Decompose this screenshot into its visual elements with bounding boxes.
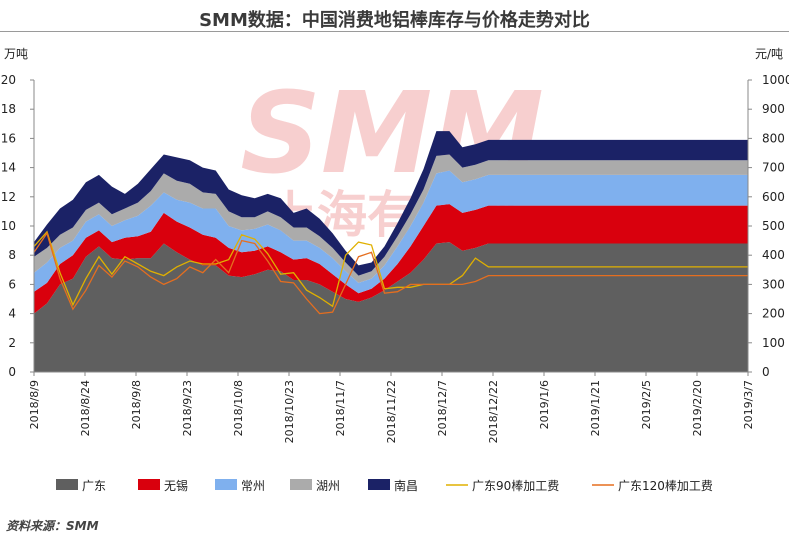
x-tick-label: 2018/10/23 xyxy=(283,380,296,443)
y-right-tick-label: 0 xyxy=(762,365,770,379)
area-series-4 xyxy=(34,131,748,276)
x-tick-label: 2018/12/22 xyxy=(487,380,500,443)
y-left-tick-label: 12 xyxy=(1,190,16,204)
x-tick-label: 2019/1/21 xyxy=(589,380,602,436)
legend-label-4: 南昌 xyxy=(394,478,418,493)
line-series-0 xyxy=(33,230,748,308)
y-left-tick-label: 2 xyxy=(8,336,16,350)
y-right-tick-label: 200 xyxy=(762,307,785,321)
y-axis-left-label: 万吨 xyxy=(4,47,28,61)
x-tick-label: 2018/11/22 xyxy=(385,380,398,443)
y-left-tick-label: 20 xyxy=(1,73,16,87)
y-left-tick-label: 10 xyxy=(1,219,16,233)
y-left-tick-label: 0 xyxy=(8,365,16,379)
x-tick-label: 2019/1/6 xyxy=(538,380,551,429)
legend-swatch-1 xyxy=(138,479,160,490)
area-series-1 xyxy=(34,204,748,314)
y-axis-right-label: 元/吨 xyxy=(755,47,783,61)
x-tick-label: 2018/10/8 xyxy=(232,380,245,436)
legend-label-5: 广东90棒加工费 xyxy=(472,479,559,493)
legend-swatch-4 xyxy=(368,479,390,490)
y-left-tick-label: 4 xyxy=(8,307,16,321)
area-series-2 xyxy=(34,170,748,294)
x-tick-label: 2018/8/9 xyxy=(28,380,41,429)
legend-label-3: 湖州 xyxy=(316,478,340,493)
legend-label-0: 广东 xyxy=(82,479,106,493)
legend-swatch-0 xyxy=(56,479,78,490)
y-left-tick-label: 14 xyxy=(1,161,16,175)
x-tick-label: 2019/3/7 xyxy=(742,380,755,429)
y-right-tick-label: 300 xyxy=(762,277,785,291)
x-tick-label: 2018/9/23 xyxy=(181,380,194,436)
legend-label-1: 无锡 xyxy=(164,478,188,493)
y-right-tick-label: 900 xyxy=(762,102,785,116)
title-divider xyxy=(0,31,789,32)
area-series-3 xyxy=(34,154,748,283)
y-left-tick-label: 16 xyxy=(1,131,16,145)
x-tick-label: 2018/9/8 xyxy=(130,380,143,429)
y-right-tick-label: 800 xyxy=(762,131,785,145)
area-series-0 xyxy=(34,242,748,372)
y-right-tick-label: 600 xyxy=(762,190,785,204)
x-tick-label: 2019/2/20 xyxy=(691,380,704,436)
y-right-tick-label: 100 xyxy=(762,336,785,350)
price-line-layer xyxy=(33,230,748,315)
legend-swatch-3 xyxy=(290,479,312,490)
x-tick-label: 2018/11/7 xyxy=(334,380,347,436)
stacked-area-layer xyxy=(34,131,748,372)
line-series-1 xyxy=(33,231,748,315)
y-right-tick-label: 700 xyxy=(762,161,785,175)
y-right-tick-label: 1000 xyxy=(762,73,789,87)
chart-title: SMM数据：中国消费地铝棒库存与价格走势对比 xyxy=(199,10,590,31)
y-right-tick-label: 400 xyxy=(762,248,785,262)
y-left-tick-label: 8 xyxy=(8,248,16,262)
x-tick-label: 2018/12/7 xyxy=(436,380,449,436)
y-left-tick-label: 6 xyxy=(8,277,16,291)
y-left-tick-label: 18 xyxy=(1,102,16,116)
x-tick-label: 2018/8/24 xyxy=(79,380,92,436)
legend-swatch-2 xyxy=(215,479,237,490)
source-note: 资料来源：SMM xyxy=(6,519,99,533)
y-right-tick-label: 500 xyxy=(762,219,785,233)
tick-label-layer: 0246810121416182001002003004005006007008… xyxy=(1,73,789,443)
x-tick-label: 2019/2/5 xyxy=(640,380,653,429)
legend: 广东 无锡 常州 湖州 南昌 广东90棒加工费 广东120棒加工费 xyxy=(56,478,713,493)
legend-label-6: 广东120棒加工费 xyxy=(618,479,713,493)
legend-label-2: 常州 xyxy=(241,479,265,493)
